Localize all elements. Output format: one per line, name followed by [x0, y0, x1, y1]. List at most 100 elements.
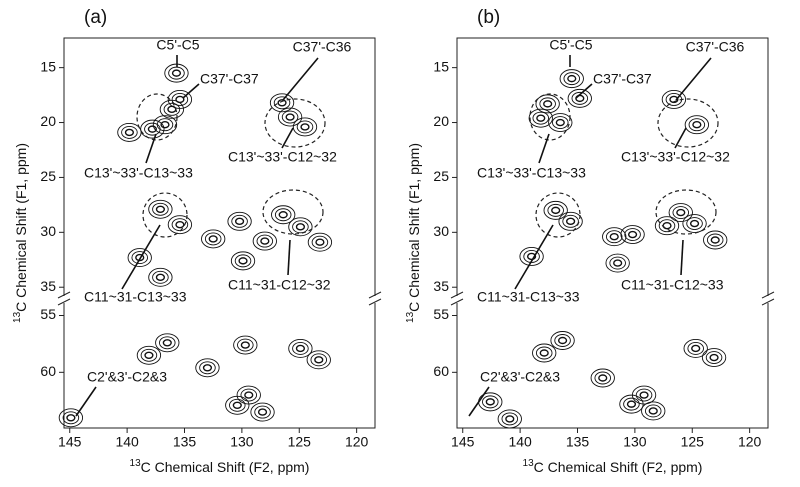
annotation-pointer [575, 83, 593, 99]
annotation: C11~31-C12~32 [228, 277, 331, 293]
contour-peak [559, 69, 584, 89]
contour-peak [497, 409, 522, 429]
contour-peak [199, 361, 216, 375]
contour-peak [285, 113, 295, 121]
contour-peak [227, 211, 252, 231]
contour-peak [706, 233, 724, 247]
x-axis-label-text: C Chemical Shift (F2, ppm) [141, 459, 310, 475]
contour-peak [256, 234, 274, 248]
region-outline [657, 98, 719, 148]
contour-peak [155, 333, 180, 353]
contour-peak [482, 395, 499, 409]
contour-peak [505, 415, 515, 423]
contour-peak [528, 108, 553, 128]
contour-peak [208, 235, 218, 243]
contour-peak [676, 208, 686, 217]
contour-peak [277, 99, 287, 107]
annotation: C11~31-C13~33 [84, 289, 187, 305]
contour-peak [551, 206, 561, 215]
annotation: C13'~33'-C12~32 [228, 149, 337, 165]
annotation-pointer [675, 57, 712, 101]
contour-peak [539, 349, 549, 357]
contour-peak [709, 353, 719, 362]
contour-peak [274, 208, 292, 222]
contour-peak [691, 344, 701, 353]
contour-peak [167, 105, 177, 114]
annotation: C37'-C36 [293, 39, 352, 55]
contour-peak [602, 227, 627, 247]
contour-peak [310, 353, 328, 367]
contour-peak [229, 398, 246, 412]
annotation: C2'&3'-C2&3 [87, 369, 167, 385]
contour-peak [152, 270, 169, 284]
contour-peak [668, 203, 693, 223]
contour-peak [641, 401, 666, 421]
x-tick-label: 145 [451, 434, 475, 450]
contour-peak [661, 90, 687, 109]
contour-peak [269, 93, 295, 113]
y-tick-label: 20 [433, 113, 449, 129]
contour-peak [240, 341, 250, 349]
contour-peak [552, 116, 569, 129]
contour-peak [550, 331, 575, 350]
contour-peak [152, 115, 178, 135]
y-tick-label: 20 [40, 113, 56, 129]
contour-peak [605, 230, 623, 244]
contour-peak [171, 69, 182, 77]
axis-break [368, 298, 382, 306]
contour-peak [703, 230, 728, 250]
contour-peak [244, 391, 254, 399]
panel-label: (a) [84, 7, 107, 28]
contour-peak [202, 364, 213, 372]
contour-peak [58, 408, 84, 428]
contour-peak [260, 237, 270, 245]
contour-peak [167, 215, 193, 235]
region-outline [529, 93, 571, 141]
annotation-pointer [680, 239, 684, 276]
contour-peak [539, 97, 556, 111]
contour-peak [121, 125, 138, 139]
annotation-pointer [514, 224, 554, 290]
contour-peak [687, 342, 704, 355]
axis-break [450, 298, 464, 306]
contour-peak [485, 398, 495, 406]
x-tick-label: 140 [508, 434, 532, 450]
contour-peak [156, 118, 174, 132]
x-tick-label: 135 [173, 434, 197, 450]
contour-peak [648, 407, 658, 415]
annotation-pointer [468, 386, 490, 417]
contour-peak [292, 342, 309, 355]
contour-peak [688, 118, 706, 132]
y-axis-label: 13C Chemical Shift (F1, ppm) [405, 143, 422, 323]
contour-peak [682, 214, 707, 233]
contour-peak [233, 335, 258, 355]
contour-peak [686, 217, 703, 230]
annotation-pointer [145, 133, 157, 164]
y-axis-label-sup: 13 [12, 311, 23, 323]
y-axis-label: 13C Chemical Shift (F1, ppm) [12, 143, 29, 323]
axis-break [761, 291, 775, 299]
contour-peak [658, 219, 676, 233]
contour-peak [558, 211, 583, 231]
contour-peak [204, 232, 222, 246]
x-tick-label: 130 [230, 434, 254, 450]
contour-peak [117, 122, 142, 142]
contour-peak [692, 121, 702, 129]
contour-peak [271, 205, 296, 225]
contour-peak [627, 230, 638, 239]
annotation: C13'~33'-C12~32 [621, 149, 730, 165]
y-tick-label: 15 [40, 58, 56, 74]
contour-peak [563, 72, 581, 86]
contour-peak [231, 214, 248, 228]
contour-peak [543, 200, 568, 220]
x-axis-label: 13C Chemical Shift (F2, ppm) [523, 458, 703, 475]
contour-peak [288, 217, 313, 237]
contour-peak [613, 259, 623, 267]
contour-peak [159, 336, 176, 350]
contour-peak [536, 114, 546, 122]
contour-peak [562, 214, 579, 228]
x-tick-label: 125 [681, 434, 705, 450]
y-tick-label: 30 [433, 223, 449, 239]
